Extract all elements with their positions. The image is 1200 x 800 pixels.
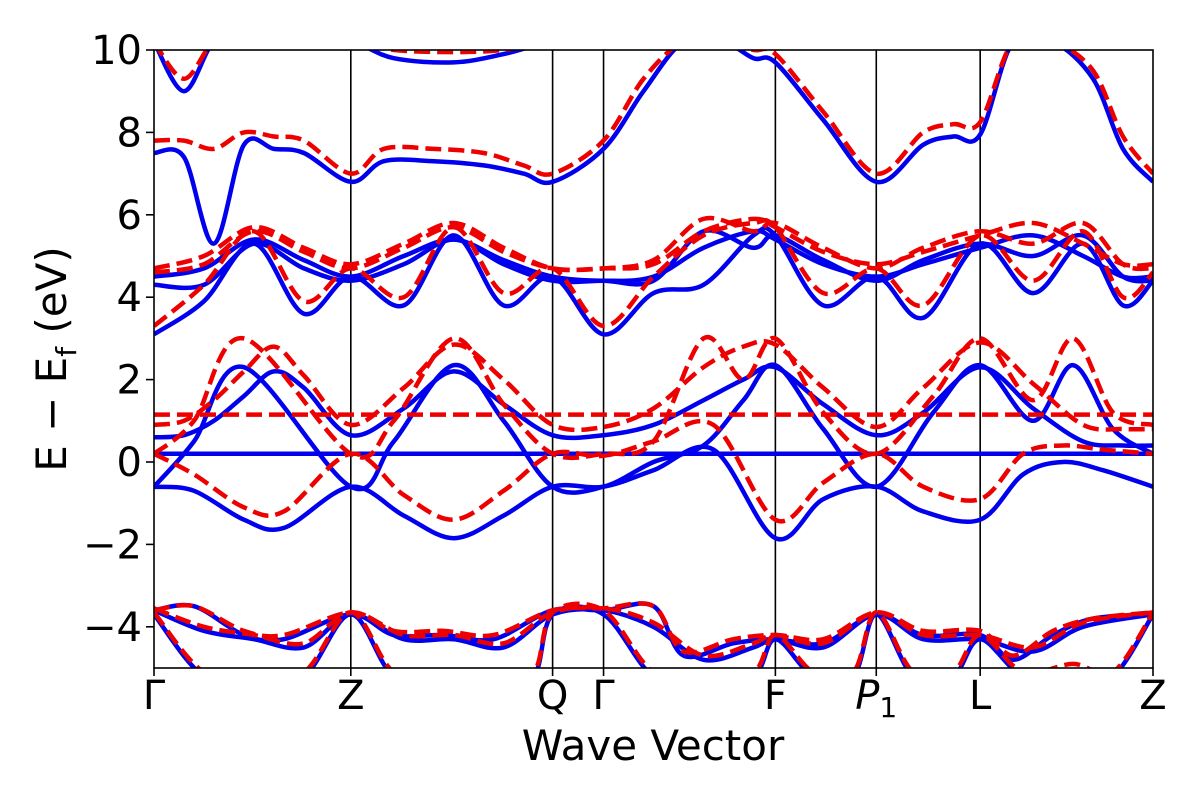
x-tick-label: Γ — [592, 673, 615, 719]
y-tick-label: −2 — [83, 522, 142, 568]
band-line-dashed — [154, 601, 1153, 668]
band-line-solid — [154, 606, 1153, 663]
x-tick-label: P1 — [855, 673, 897, 724]
y-axis-label-unit: (eV) — [27, 246, 76, 347]
band-line-solid — [154, 225, 1153, 337]
band-line-solid — [154, 601, 1153, 663]
y-axis-ticks: 10 8 6 4 2 0 −2 −4 — [83, 28, 154, 651]
plot-frame — [153, 49, 1154, 669]
y-tick-label: 2 — [117, 358, 142, 404]
y-tick-label: 10 — [91, 28, 142, 74]
band-line-dashed — [154, 601, 1153, 658]
x-tick-label: Z — [1139, 673, 1166, 719]
y-axis-label-sub: f — [50, 346, 83, 357]
x-tick-label: Γ — [143, 673, 166, 719]
high-symmetry-lines — [350, 50, 981, 668]
y-tick-label: 0 — [117, 440, 142, 486]
band-line-solid — [154, 444, 1153, 542]
x-tick-label: F — [764, 673, 787, 719]
band-line-dashed — [154, 215, 1153, 275]
band-line-dashed — [154, 216, 1153, 273]
x-axis-label: Wave Vector — [522, 721, 785, 770]
band-line-dashed — [154, 217, 1153, 329]
y-axis-label: E − Ef (eV) — [27, 246, 83, 472]
y-tick-label: 6 — [117, 193, 142, 239]
band-line-dashed — [154, 338, 1153, 433]
y-tick-label: 4 — [117, 275, 142, 321]
band-line-solid — [154, 362, 1153, 495]
x-axis-ticks: Γ Z Q Γ F P1 L Z — [143, 668, 1167, 724]
band-line-dashed — [154, 334, 1153, 461]
bands — [154, 50, 1153, 668]
band-line-dashed — [154, 50, 1153, 177]
x-tick-label: Z — [337, 673, 364, 719]
y-tick-label: −4 — [83, 605, 142, 651]
band-line-dashed — [154, 605, 1153, 659]
y-tick-label: 8 — [117, 110, 142, 156]
y-axis-label-main: E − E — [27, 357, 76, 472]
band-line-solid — [154, 50, 1153, 246]
x-tick-label: Q — [537, 673, 568, 719]
x-tick-label: L — [969, 673, 992, 719]
